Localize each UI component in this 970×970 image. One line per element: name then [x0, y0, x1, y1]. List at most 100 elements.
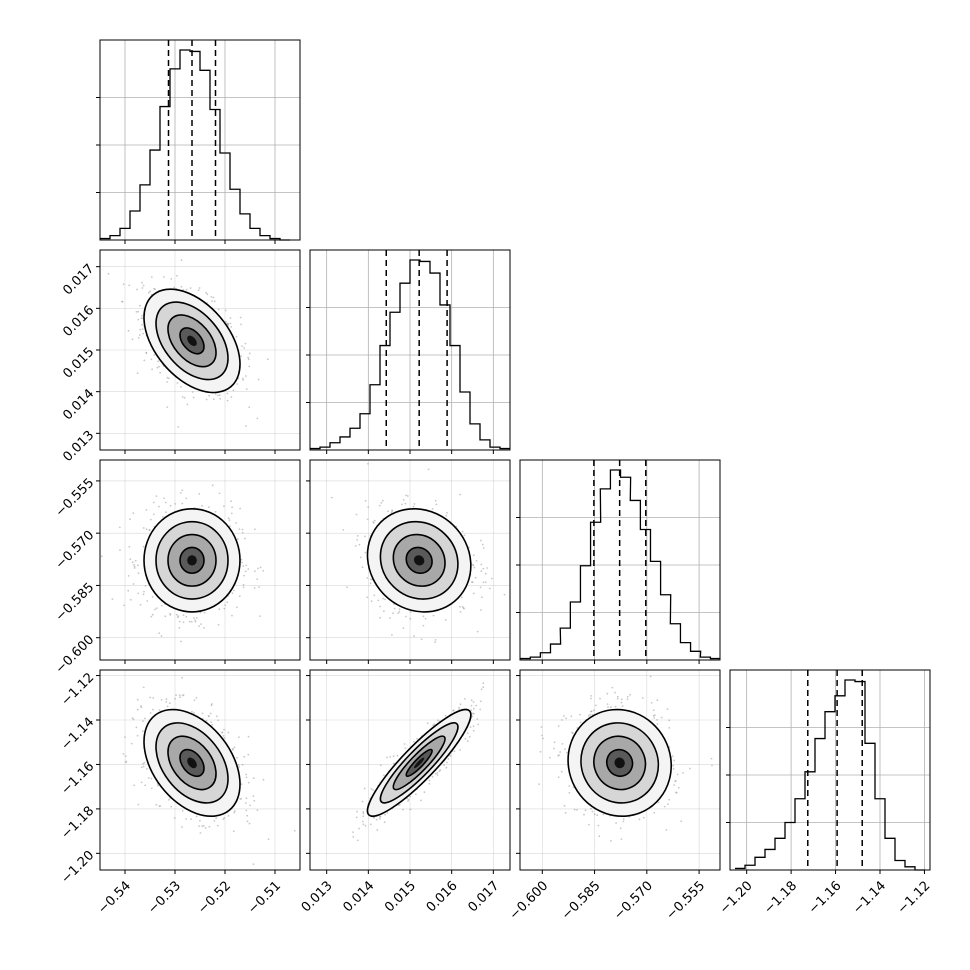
sample-point: [464, 738, 467, 740]
sample-point: [137, 803, 140, 806]
sample-point: [434, 772, 437, 775]
sample-point: [242, 586, 245, 589]
sample-point: [131, 717, 134, 720]
scatter-panel-1-2: [309, 459, 511, 661]
sample-point: [122, 753, 125, 755]
contour-line: [143, 507, 241, 613]
contour-line: [155, 520, 229, 600]
sample-point: [158, 505, 160, 508]
sample-point: [458, 706, 460, 709]
sample-point: [389, 756, 392, 758]
sample-point: [240, 558, 243, 561]
sample-point: [677, 786, 680, 789]
sample-point: [208, 825, 211, 828]
sample-point: [194, 621, 197, 623]
sample-point: [244, 537, 246, 540]
sample-point: [142, 527, 145, 529]
sample-point: [407, 800, 409, 802]
contour-line: [366, 708, 472, 818]
sample-point: [137, 310, 140, 313]
sample-point: [479, 708, 482, 711]
sample-point: [202, 824, 205, 827]
sample-point: [133, 565, 136, 568]
sample-point: [177, 615, 180, 618]
sample-point: [181, 489, 184, 492]
sample-point: [132, 512, 135, 514]
histogram-panel-3: [726, 669, 931, 871]
sample-point: [136, 734, 139, 737]
sample-point: [257, 567, 259, 570]
sample-point: [134, 559, 137, 562]
sample-point: [267, 838, 270, 840]
sample-point: [178, 694, 181, 697]
sample-point: [119, 549, 121, 552]
contour-line: [143, 288, 241, 394]
sample-point: [158, 805, 161, 808]
sample-point: [262, 569, 265, 572]
sample-point: [213, 820, 216, 822]
sample-point: [168, 798, 170, 801]
sample-point: [241, 531, 244, 534]
contour-line: [405, 748, 433, 778]
sample-point: [466, 732, 469, 734]
sample-point: [193, 712, 195, 714]
sample-point: [243, 347, 246, 349]
sample-point: [181, 502, 184, 505]
sample-point: [246, 820, 249, 823]
sample-point: [373, 519, 376, 522]
sample-point: [193, 699, 196, 702]
sample-point: [122, 283, 125, 286]
sample-point: [179, 696, 181, 699]
sample-point: [217, 719, 220, 722]
sample-point: [174, 697, 177, 700]
sample-point: [432, 614, 435, 617]
sample-point: [256, 809, 259, 812]
sample-point: [129, 518, 131, 521]
density-fill: [413, 555, 425, 566]
sample-point: [471, 563, 474, 566]
sample-point: [144, 585, 147, 587]
sample-point: [243, 755, 246, 758]
histogram-panel-1: [306, 249, 511, 451]
sample-point: [236, 538, 239, 541]
sample-point: [166, 376, 169, 379]
sample-point: [471, 581, 474, 584]
sample-point: [225, 320, 227, 323]
sample-point: [166, 381, 169, 383]
sample-point: [127, 575, 130, 577]
sample-point: [139, 604, 142, 606]
sample-point: [175, 613, 178, 616]
sample-point: [472, 592, 475, 595]
sample-point: [206, 293, 209, 296]
sample-point: [593, 709, 595, 712]
sample-point: [257, 378, 260, 381]
density-fill: [187, 555, 197, 566]
sample-point: [248, 406, 251, 409]
sample-point: [481, 543, 484, 546]
sample-point: [149, 290, 152, 293]
sample-point: [227, 517, 230, 520]
sample-point: [236, 606, 238, 609]
sample-point: [427, 468, 430, 471]
sample-point: [164, 615, 167, 618]
sample-point: [141, 287, 144, 289]
sample-point: [142, 765, 145, 768]
sample-point: [169, 504, 172, 507]
sample-point: [140, 705, 142, 707]
sample-point: [243, 574, 245, 577]
sample-point: [199, 611, 202, 614]
sample-point: [474, 576, 477, 579]
sample-point: [407, 798, 410, 801]
sample-point: [181, 396, 184, 398]
sample-point: [666, 708, 669, 711]
sample-point: [231, 614, 233, 617]
sample-point: [393, 607, 396, 610]
density-fill: [187, 335, 197, 347]
sample-point: [141, 281, 143, 284]
sample-point: [203, 611, 206, 614]
sample-point: [132, 718, 135, 721]
sample-point: [398, 608, 401, 610]
sample-point: [160, 635, 163, 637]
sample-point: [141, 314, 143, 317]
